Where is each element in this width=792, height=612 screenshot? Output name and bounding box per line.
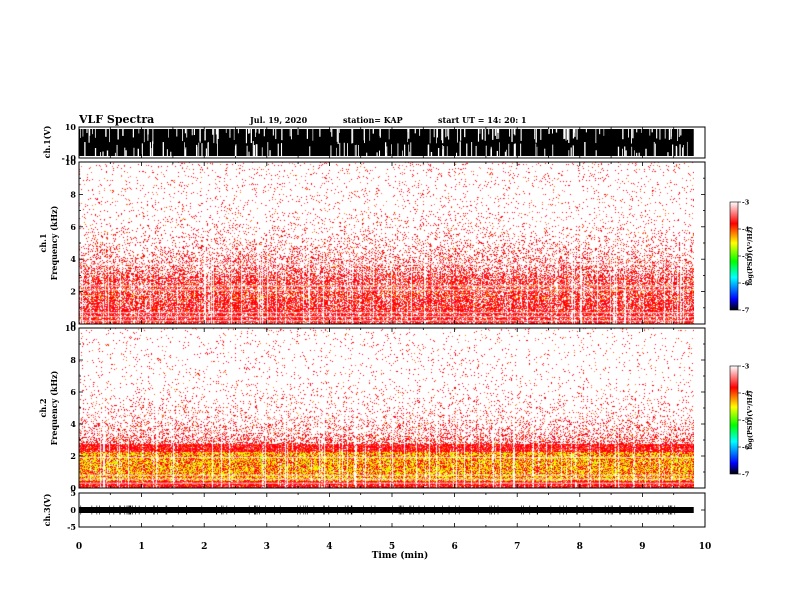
chart-title: VLF Spectra [79,113,155,126]
colorbar-tick-label: -5 [742,253,750,261]
time-tick-label: 10 [699,542,712,552]
frequency-tick-label: 8 [70,189,76,199]
frequency-tick-label: 4 [70,254,76,264]
colorbar-tick-label: -3 [742,199,750,207]
spectrogram-ch1-ylabel-line2: Frequency (kHz) [49,205,59,280]
waveform-ch1-ylabel: ch.1(V) [42,125,52,158]
frequency-tick-label: 2 [70,287,76,297]
spectrogram-ch1-panel: 0 2 4 6 8 10 [65,157,706,329]
frequency-tick-label: 6 [70,222,76,232]
colorbar-tick-label: -3 [742,363,750,371]
spectrogram-ch2-ylabel-line2: Frequency (kHz) [49,370,59,445]
frequency-tick-label: 8 [70,355,76,365]
frequency-tick-label: 10 [65,323,77,333]
time-tick-label: 6 [451,542,457,552]
colorbar-ch1: -3 -4 -5 -6 -7 log(PSD)(V²/Hz) [729,199,754,315]
colorbar-tick-label: -7 [742,307,749,315]
spectrogram-pixels [79,162,694,324]
spectrogram-ch2-ylabel-line1: ch.2 [38,398,48,417]
time-tick-label: 1 [138,542,144,552]
spectrogram-ch1-image [79,162,694,324]
waveform-ch1-trace [79,129,694,156]
colorbar-tick-label: -5 [742,417,750,425]
time-tick-label: 9 [639,542,645,552]
waveform-ch3-panel: 5 0 -5 [67,488,706,532]
start-time-label: start UT = 14: 20: 1 [438,115,527,125]
time-axis-label: Time (min) [372,550,429,561]
time-tick-label: 2 [201,542,207,552]
voltage-tick-label: 0 [70,505,76,515]
frequency-tick-label: 0 [70,483,76,493]
time-axis: 0 1 2 3 4 5 6 7 8 9 10 [76,127,711,552]
voltage-tick-label: -5 [67,522,76,532]
frequency-tick-label: 4 [70,419,76,429]
frequency-tick-label: 2 [70,451,76,461]
time-tick-label: 0 [76,542,82,552]
waveform-ch3-trace [79,505,694,515]
colorbar-tick-label: -6 [742,280,750,288]
station-label: station= KAP [343,115,403,125]
date-label: Jul. 19, 2020 [250,115,308,125]
frequency-tick-label: 10 [65,157,77,167]
frequency-tick-label: 0 [70,319,76,329]
voltage-tick-label: -10 [62,153,77,163]
waveform-ch1-panel: 10 -10 [62,122,706,163]
spectrogram-ch2-image [79,328,694,488]
time-tick-label: 3 [264,542,270,552]
spectrogram-ch1-ylabel-line1: ch.1 [38,233,48,252]
time-tick-label: 7 [514,542,520,552]
colorbar-ch1-label: log(PSD)(V²/Hz) [746,227,754,286]
colorbar-tick-label: -7 [742,471,749,479]
spectrogram-ch2-panel: 0 2 4 6 8 10 [65,323,706,493]
time-tick-label: 5 [389,542,395,552]
colorbar-ch2: -3 -4 -5 -6 -7 log(PSD)(V²/Hz) [729,363,754,479]
time-tick-label: 4 [326,542,332,552]
voltage-tick-label: 5 [70,488,76,498]
voltage-tick-label: 10 [65,122,77,132]
colorbar-ch2-scale [729,365,739,475]
time-tick-label: 8 [577,542,583,552]
spectrogram-pixels [79,328,694,488]
frequency-tick-label: 6 [70,387,76,397]
waveform-ch3-ylabel: ch.3(V) [42,493,52,526]
colorbar-ch2-label: log(PSD)(V²/Hz) [746,391,754,450]
colorbar-tick-label: -4 [742,390,750,398]
colorbar-tick-label: -4 [742,226,750,234]
colorbar-tick-label: -6 [742,444,750,452]
colorbar-ch1-scale [729,201,739,311]
